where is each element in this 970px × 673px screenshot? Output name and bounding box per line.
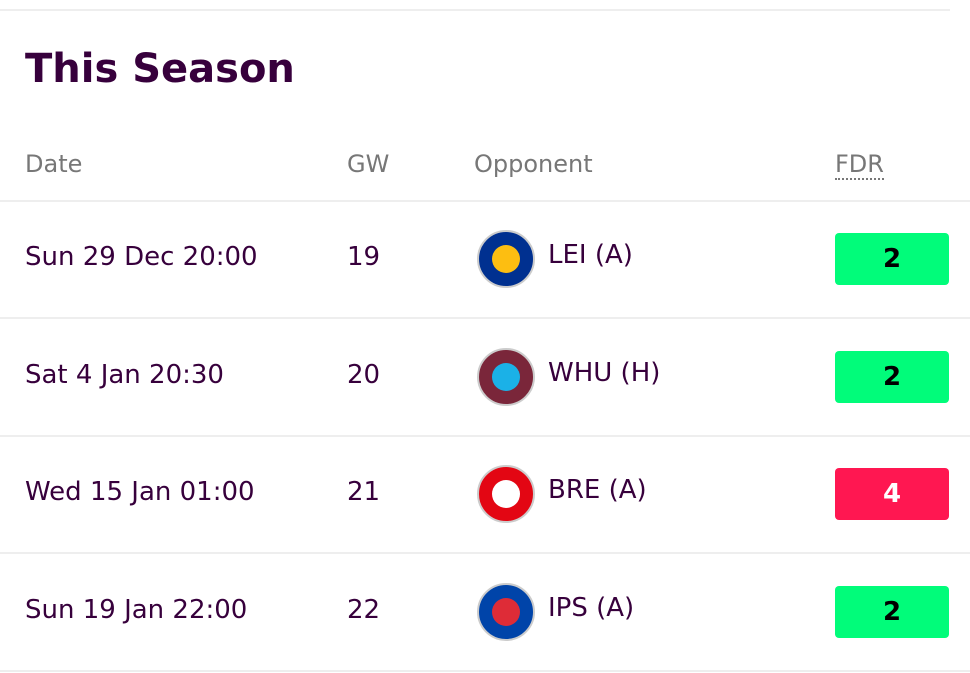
team-badge (476, 347, 536, 407)
fdr-badge: 2 (835, 233, 949, 285)
header: Date (25, 150, 83, 178)
fdr-badge: 2 (835, 350, 949, 403)
gameweek: 21 (347, 477, 381, 507)
team-badge (476, 229, 536, 289)
gameweek: 20 (347, 359, 381, 390)
opponent: WHU (H) (548, 357, 661, 388)
fdr-badge: 4 (835, 468, 949, 520)
divider (0, 317, 970, 319)
divider (0, 552, 970, 554)
divider (0, 434, 970, 437)
date: Sat 4 Jan 20:30 (25, 359, 224, 390)
badge-icon (477, 582, 535, 641)
date: Sun 29 Dec 20:00 (25, 242, 258, 272)
header: FDR (835, 150, 884, 180)
gameweek: 19 (347, 242, 381, 272)
opponent: IPS (A) (548, 592, 635, 623)
divider (0, 0, 950, 11)
header: Opponent (474, 150, 593, 178)
divider (0, 200, 970, 202)
date: Sun 19 Jan 22:00 (25, 594, 248, 625)
opponent: LEI (A) (548, 240, 633, 270)
badge-icon (477, 465, 535, 523)
fdr-badge: 2 (835, 585, 949, 638)
team-badge (476, 464, 536, 524)
gameweek: 22 (347, 594, 381, 625)
date: Wed 15 Jan 01:00 (25, 477, 255, 507)
badge-icon (477, 230, 535, 288)
section-title: This Season (25, 46, 295, 92)
badge-icon (477, 347, 535, 406)
header: GW (347, 150, 390, 178)
opponent: BRE (A) (548, 475, 647, 505)
team-badge (476, 582, 536, 642)
divider (0, 669, 970, 672)
